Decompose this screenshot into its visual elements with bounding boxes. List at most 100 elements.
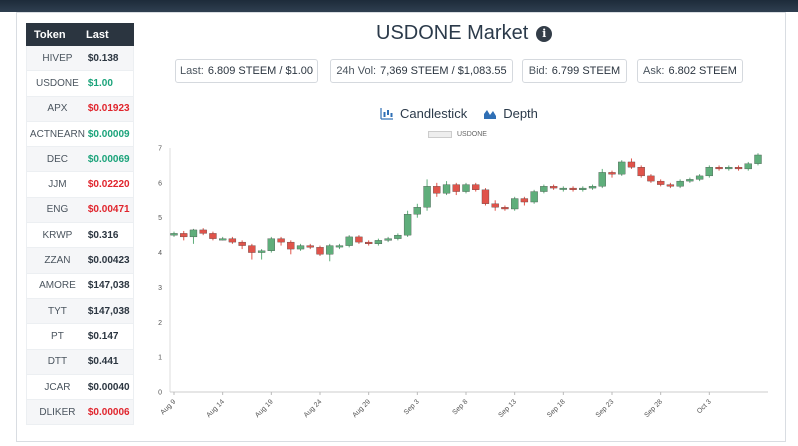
candle-body[interactable] <box>296 245 305 250</box>
token-row[interactable]: JCAR $0.00040 <box>26 374 134 401</box>
candle-body[interactable] <box>267 238 275 251</box>
candle-body[interactable] <box>579 187 587 190</box>
x-tick-label: Sep 23 <box>595 398 616 419</box>
candle-body[interactable] <box>598 172 606 187</box>
x-tick-label: Aug 29 <box>351 398 372 419</box>
token-symbol: AMORE <box>39 280 76 292</box>
y-tick-label: 1 <box>158 355 162 362</box>
candle-body[interactable] <box>277 238 285 243</box>
candle-body[interactable] <box>394 234 402 239</box>
candle-body[interactable] <box>228 238 237 243</box>
candle-body[interactable] <box>384 238 392 241</box>
candle-body[interactable] <box>734 167 743 170</box>
candle-body[interactable] <box>355 236 363 243</box>
token-row[interactable]: AMORE $147,038 <box>26 273 134 299</box>
candle-body[interactable] <box>326 245 334 255</box>
candle-body[interactable] <box>666 184 675 187</box>
x-tick-label: Sep 13 <box>497 398 518 419</box>
candle-body[interactable] <box>618 161 626 175</box>
candle-body[interactable] <box>345 236 353 246</box>
candle-body[interactable] <box>549 186 558 189</box>
candle-body[interactable] <box>559 187 567 190</box>
token-row[interactable]: ZZAN $0.00423 <box>26 248 134 274</box>
candle-body[interactable] <box>219 238 227 241</box>
candle-body[interactable] <box>442 184 451 194</box>
token-row[interactable]: HIVEP $0.138 <box>26 46 134 72</box>
token-row[interactable]: PT $0.147 <box>26 324 134 350</box>
candle-body[interactable] <box>180 233 188 238</box>
candle-body[interactable] <box>676 180 684 187</box>
candle-body[interactable] <box>365 241 373 245</box>
token-row[interactable]: DTT $0.441 <box>26 349 134 375</box>
candle-body[interactable] <box>695 175 704 180</box>
token-row[interactable]: ENG $0.00471 <box>26 197 134 224</box>
token-column-header[interactable]: Token <box>34 28 66 41</box>
candle-body[interactable] <box>209 233 217 239</box>
candle-body[interactable] <box>744 163 752 170</box>
token-symbol: ZZAN <box>44 255 71 267</box>
token-row[interactable]: TYT $147,038 <box>26 298 134 325</box>
candle-body[interactable] <box>423 186 431 208</box>
candle-body[interactable] <box>637 167 645 177</box>
candle-body[interactable] <box>530 191 538 203</box>
candle-body[interactable] <box>491 203 499 208</box>
candle-body[interactable] <box>608 172 616 175</box>
candle-body[interactable] <box>413 207 421 215</box>
candles <box>170 153 762 262</box>
candle-body[interactable] <box>705 167 713 177</box>
token-row[interactable]: DEC $0.00069 <box>26 147 134 173</box>
candlestick-label: Candlestick <box>400 106 468 121</box>
candle-body[interactable] <box>189 229 198 238</box>
candle-body[interactable] <box>248 245 256 253</box>
candle-body[interactable] <box>238 241 246 246</box>
candle-body[interactable] <box>374 240 383 245</box>
last-column-header[interactable]: Last <box>86 28 109 41</box>
candlestick-chart[interactable]: 0 1 2 3 4 5 6 7 Aug 9 Aug 14 Aug 19 Aug 24 Aug 29 Se… <box>150 140 780 420</box>
token-row[interactable]: APX $0.01923 <box>26 96 134 122</box>
candle-body[interactable] <box>452 184 460 192</box>
candle-body[interactable] <box>316 247 324 255</box>
token-row[interactable]: JJM $0.02220 <box>26 172 134 198</box>
candle-body[interactable] <box>501 207 509 210</box>
x-tick-label: Sep 3 <box>403 398 421 416</box>
depth-tab[interactable]: Depth <box>483 106 538 121</box>
candle-body[interactable] <box>715 167 723 170</box>
y-tick-label: 6 <box>158 180 162 187</box>
candle-body[interactable] <box>647 175 655 182</box>
candle-body[interactable] <box>472 184 480 190</box>
chart-legend[interactable]: USDONE <box>428 131 487 138</box>
candle-body[interactable] <box>627 161 636 168</box>
candle-body[interactable] <box>462 184 470 192</box>
candle-body[interactable] <box>287 241 295 250</box>
candle-body[interactable] <box>686 179 694 182</box>
candle-body[interactable] <box>511 198 519 210</box>
token-symbol: PT <box>51 330 64 342</box>
candle-body[interactable] <box>257 250 266 253</box>
candle-body[interactable] <box>306 245 314 248</box>
legend-label: USDONE <box>457 131 487 138</box>
y-tick-label: 2 <box>158 320 162 327</box>
candle-body[interactable] <box>481 189 490 204</box>
token-row[interactable]: USDONE $1.00 <box>26 71 134 97</box>
candle-body[interactable] <box>569 187 577 190</box>
candlestick-tab[interactable]: Candlestick <box>380 106 467 121</box>
candle-body[interactable] <box>433 186 441 194</box>
candle-body[interactable] <box>725 167 733 170</box>
token-row[interactable]: DLIKER $0.00006 <box>26 400 134 426</box>
token-symbol: JJM <box>48 179 67 191</box>
candle-body[interactable] <box>170 233 178 236</box>
token-symbol: APX <box>47 103 68 115</box>
candle-body[interactable] <box>335 245 344 248</box>
candle-body[interactable] <box>657 180 665 185</box>
token-price: $0.01923 <box>87 103 130 115</box>
candle-body[interactable] <box>520 198 529 203</box>
token-row[interactable]: ACTNEARN $0.00009 <box>26 121 134 148</box>
candle-body[interactable] <box>754 154 762 164</box>
candle-body[interactable] <box>540 186 548 192</box>
depth-label: Depth <box>503 106 538 121</box>
info-icon[interactable]: i <box>536 25 553 42</box>
candle-body[interactable] <box>588 186 597 189</box>
candle-body[interactable] <box>403 214 412 236</box>
candle-body[interactable] <box>199 229 207 234</box>
token-row[interactable]: KRWP $0.316 <box>26 223 134 249</box>
